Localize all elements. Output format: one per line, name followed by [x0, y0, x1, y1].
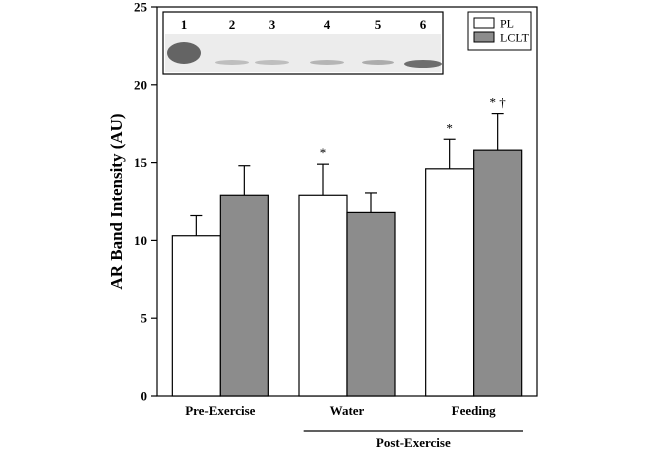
- x-category-label: Pre-Exercise: [185, 403, 255, 418]
- bars-layer: [171, 112, 523, 397]
- blot-band: [310, 60, 344, 65]
- y-axis-title: AR Band Intensity (AU): [107, 113, 126, 289]
- lane-number: 6: [420, 17, 427, 32]
- legend-swatch: [473, 31, 495, 43]
- bar-lclt-water: [346, 211, 396, 397]
- y-tick-label: 20: [134, 77, 147, 92]
- significance-marker: * †: [490, 95, 507, 110]
- blot-band: [255, 60, 289, 65]
- bar-lclt-pre-exercise: [219, 194, 269, 397]
- y-tick-label: 15: [134, 155, 148, 170]
- x-category-label: Feeding: [452, 403, 497, 418]
- y-tick-label: 5: [141, 311, 148, 326]
- legend-label: LCLT: [500, 31, 530, 45]
- y-tick-label: 10: [134, 233, 147, 248]
- lane-number: 3: [269, 17, 276, 32]
- western-blot-inset: 1 2 3 4 5 6: [162, 11, 444, 75]
- blot-band: [167, 42, 201, 64]
- y-tick-label: 0: [141, 389, 148, 404]
- lane-number: 4: [324, 17, 331, 32]
- blot-membrane: [165, 34, 441, 72]
- lane-number: 2: [229, 17, 236, 32]
- lane-number: 1: [181, 17, 188, 32]
- significance-marker: *: [446, 120, 453, 135]
- labels-layer: AR Band Intensity (AU) Pre-Exercise Water F…: [107, 95, 523, 450]
- bar-pl-water: [298, 194, 348, 397]
- blot-band: [215, 60, 249, 65]
- legend-label: PL: [500, 17, 514, 31]
- post-exercise-label: Post-Exercise: [376, 435, 451, 450]
- y-tick-label: 25: [134, 0, 148, 15]
- blot-band: [404, 60, 442, 68]
- blot-band: [362, 60, 394, 65]
- bar-lclt-feeding: [473, 149, 523, 397]
- bar-pl-pre-exercise: [171, 235, 221, 397]
- bar-pl-feeding: [425, 168, 475, 397]
- significance-marker: *: [320, 145, 327, 160]
- x-category-label: Water: [330, 403, 365, 418]
- legend-swatch: [473, 17, 495, 29]
- lane-number: 5: [375, 17, 382, 32]
